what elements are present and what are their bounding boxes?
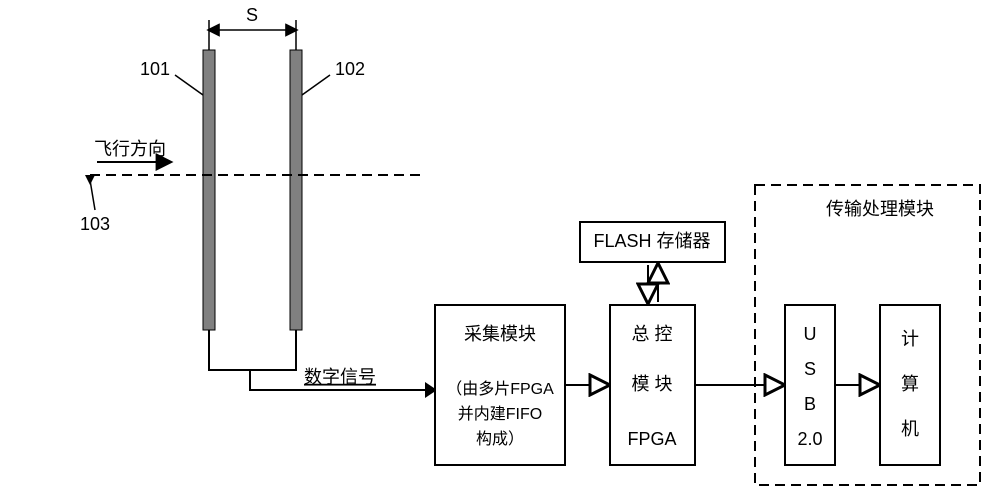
comp-l3: 机 [901,419,919,439]
transfer-label: 传输处理模块 [826,199,934,219]
flash-label: FLASH 存储器 [593,231,710,251]
label-flight: 飞行方向 [94,139,166,159]
wire-bars-to-acq: 数字信号 [209,330,437,398]
acq-l4: 构成） [476,430,524,448]
label-s: S [246,5,258,25]
arrow-flash-ctrl [648,265,658,302]
lead-102: 102 [302,59,365,95]
ctrl-l1: 总 控 [631,324,672,344]
flash-module: FLASH 存储器 [580,222,725,262]
usb-l2: S [804,359,816,379]
label-102: 102 [335,59,365,79]
acq-l2: （由多片FPGA [446,380,554,398]
comp-l2: 算 [901,374,919,394]
label-digital-signal: 数字信号 [304,367,376,387]
bar-102 [290,50,302,330]
acq-l1: 采集模块 [464,324,536,344]
ctrl-l3: FPGA [627,429,676,449]
computer-module: 计 算 机 [880,305,940,465]
ctrl-l2: 模 块 [631,374,672,394]
acq-module: 采集模块 （由多片FPGA 并内建FIFO 构成） [435,305,565,465]
bar-101 [203,50,215,330]
label-103: 103 [80,214,110,234]
usb-l1: U [804,324,817,344]
usb-l3: B [804,394,816,414]
ctrl-module: 总 控 模 块 FPGA [610,305,695,465]
comp-l1: 计 [901,329,919,349]
usb-l4: 2.0 [797,429,822,449]
lead-103: 103 [80,180,110,234]
lead-101: 101 [140,59,203,95]
flight-direction: 飞行方向 [94,139,170,162]
label-101: 101 [140,59,170,79]
dimension-s: S [209,5,296,50]
acq-l3: 并内建FIFO [458,405,542,423]
usb-module: U S B 2.0 [785,305,835,465]
